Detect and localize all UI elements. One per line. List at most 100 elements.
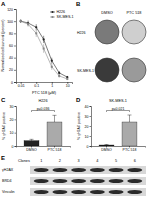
y-axis-tick: 100 <box>7 20 16 24</box>
y-axis-tick-mark <box>15 106 17 107</box>
blot-band <box>71 190 86 194</box>
x-axis-tick: PTC 518 <box>123 146 137 152</box>
y-axis-tick-mark <box>14 9 16 10</box>
y-axis-tick-mark <box>14 82 16 83</box>
legend-entry: H226 <box>50 10 65 14</box>
data-point <box>35 26 37 28</box>
y-axis-tick-label: 30 <box>85 115 89 119</box>
blot-band <box>127 168 142 172</box>
x-axis-line <box>17 83 73 85</box>
significance-bracket <box>107 111 130 113</box>
blot-band <box>34 168 49 172</box>
y-axis-tick: 0 <box>12 145 16 149</box>
error-bar <box>51 58 52 64</box>
y-axis-tick-mark <box>14 70 16 71</box>
x-axis-tick: 1 <box>51 82 53 88</box>
colony-well <box>122 58 146 82</box>
blot-band <box>109 168 124 172</box>
blot-band <box>52 190 67 194</box>
error-bar <box>51 64 52 70</box>
y-axis-tick-label: 10 <box>10 131 14 135</box>
colony-well <box>95 58 119 82</box>
y-axis-tick-label: 0 <box>11 81 13 85</box>
panel: BDMSOPTC 518H226SK-MES-1 <box>76 1 146 82</box>
y-axis-tick: 60 <box>9 44 16 48</box>
y-axis-tick-mark <box>90 106 92 107</box>
column-label: PTC 518 <box>127 11 142 15</box>
y-axis-tick: 20 <box>9 68 16 72</box>
x-axis-tick-label: DMSO <box>26 148 37 152</box>
blot-band <box>90 168 105 172</box>
y-axis-tick-label: 80 <box>9 32 13 36</box>
y-axis-line <box>90 107 92 147</box>
blot-band <box>34 179 49 183</box>
x-axis-line <box>17 147 71 148</box>
y-axis: 0102030 <box>10 105 17 149</box>
panel: EClones123456γH2AXBRD4Vinculin <box>1 155 146 196</box>
y-axis: 020406080100120 <box>7 8 16 85</box>
error-bar <box>52 115 56 122</box>
series-line <box>21 21 68 77</box>
lane-label: 5 <box>115 159 117 163</box>
figure-svg: A0.010.1110020406080100120H226SK-MES-1PT… <box>0 0 150 201</box>
x-axis-tick-label: 0.01 <box>18 84 25 88</box>
legend-line <box>50 12 55 13</box>
legend-symbol <box>51 11 53 13</box>
x-axis-tick-label: PTC 518 <box>123 148 137 152</box>
lane-title: Clones <box>18 159 30 163</box>
y-axis-tick-label: 0 <box>87 145 89 149</box>
data-point <box>27 23 29 25</box>
blot-band <box>109 190 124 194</box>
legend: H226SK-MES-1 <box>50 10 73 19</box>
x-axis-title: PTC 518 (μM) <box>32 91 57 95</box>
data-point <box>43 38 45 40</box>
data-point <box>58 75 60 77</box>
y-axis-title: % γH2AX positive <box>2 112 6 140</box>
y-axis-tick-mark <box>14 46 16 47</box>
bar <box>24 141 39 146</box>
x-axis-tick-label: 0.1 <box>34 84 39 88</box>
panel-subtitle: SK-MES-1 <box>109 99 127 103</box>
row-label: γH2AX <box>2 168 14 172</box>
panel: CH226DMSOPTC 5180102030p=0.036% γH2AX po… <box>1 97 71 152</box>
annotation: p=0.036 <box>37 107 50 111</box>
y-axis-tick-label: 100 <box>7 20 13 24</box>
y-axis-tick: 0 <box>11 81 16 85</box>
marks <box>24 115 62 146</box>
y-axis-tick-label: 30 <box>10 105 14 109</box>
blot-strip <box>30 188 146 196</box>
blot-band <box>71 179 86 183</box>
x-axis-tick: 10 <box>66 82 70 88</box>
lane-label: 2 <box>59 159 61 163</box>
bar <box>122 122 137 146</box>
plot: DMSOPTC 518010203040p=0.021 <box>85 105 146 152</box>
x-axis-tick: DMSO <box>26 146 37 152</box>
blot-strip <box>30 166 146 174</box>
error-bar <box>28 22 29 27</box>
x-axis: 0.01 0.1 1 10 <box>17 82 73 88</box>
x-axis-tick-label: DMSO <box>101 148 112 152</box>
row-label: BRD4 <box>2 179 12 183</box>
x-axis: DMSO PTC 518 <box>92 146 146 152</box>
y-axis-line <box>15 107 17 147</box>
blot-band <box>52 179 67 183</box>
data-point <box>58 72 60 74</box>
lane-label: 1 <box>40 159 42 163</box>
x-axis-tick: PTC 518 <box>48 146 62 152</box>
error-bar <box>36 30 37 37</box>
y-axis-tick: 80 <box>9 32 16 36</box>
data-point <box>20 20 22 22</box>
column-label: DMSO <box>101 11 112 15</box>
data-point <box>66 78 68 80</box>
data-point <box>35 32 37 34</box>
y-axis-tick-mark <box>14 58 16 59</box>
y-axis-tick: 30 <box>10 105 16 109</box>
blot-strip <box>30 177 146 185</box>
blot-band <box>127 190 142 194</box>
data-point <box>43 48 45 50</box>
y-axis-tick-label: 0 <box>12 145 14 149</box>
blot-band <box>52 168 67 172</box>
error-bar <box>59 74 60 78</box>
y-axis-tick: 120 <box>7 8 16 12</box>
error-bar <box>20 19 21 23</box>
